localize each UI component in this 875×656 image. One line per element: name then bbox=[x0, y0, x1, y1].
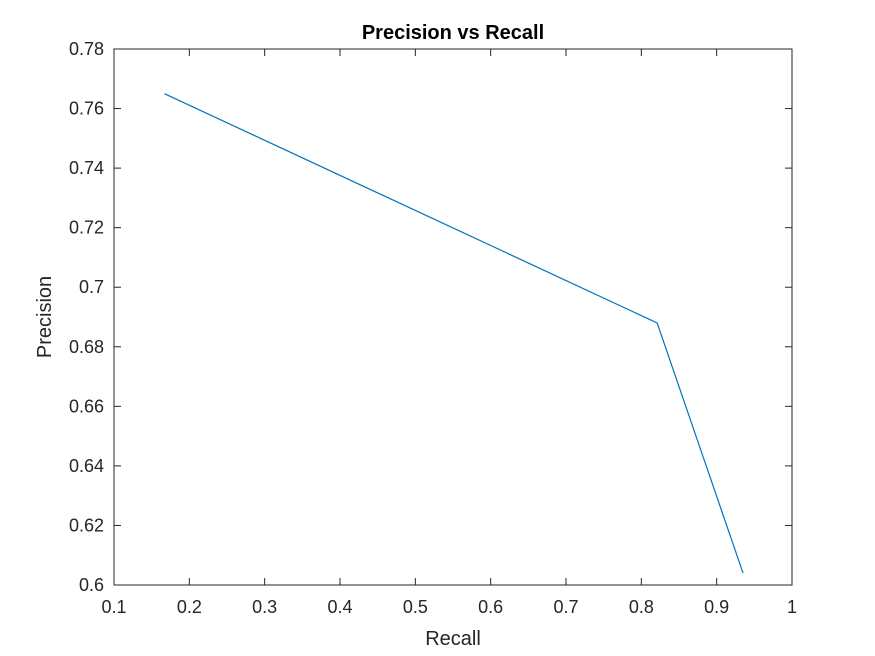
chart-title: Precision vs Recall bbox=[362, 22, 544, 44]
y-axis-label: Precision bbox=[34, 276, 56, 358]
series-line bbox=[164, 93, 744, 574]
y-tick-label: 0.6 bbox=[79, 575, 104, 595]
x-tick-label: 0.7 bbox=[553, 597, 578, 617]
y-tick-label: 0.64 bbox=[69, 456, 104, 476]
y-tick-label: 0.66 bbox=[69, 396, 104, 416]
y-tick-label: 0.76 bbox=[69, 99, 104, 119]
x-tick-label: 1 bbox=[787, 597, 797, 617]
x-axis-label: Recall bbox=[425, 628, 481, 650]
x-tick-label: 0.2 bbox=[177, 597, 202, 617]
x-tick-label: 0.4 bbox=[327, 597, 352, 617]
x-tick-label: 0.6 bbox=[478, 597, 503, 617]
tick-marks bbox=[113, 48, 793, 586]
y-tick-labels: 0.6 0.62 0.64 0.66 0.68 0.7 0.72 0.74 0.76 0.78 bbox=[69, 39, 104, 595]
y-tick-label: 0.68 bbox=[69, 337, 104, 357]
y-tick-label: 0.74 bbox=[69, 158, 104, 178]
x-tick-label: 0.9 bbox=[704, 597, 729, 617]
x-tick-labels: 0.1 0.2 0.3 0.4 0.5 0.6 0.7 0.8 0.9 1 bbox=[101, 597, 797, 617]
series-group bbox=[164, 93, 744, 574]
x-tick-label: 0.5 bbox=[403, 597, 428, 617]
x-tick-label: 0.1 bbox=[101, 597, 126, 617]
y-tick-label: 0.78 bbox=[69, 39, 104, 59]
y-tick-label: 0.7 bbox=[79, 277, 104, 297]
y-tick-label: 0.62 bbox=[69, 515, 104, 535]
x-tick-label: 0.8 bbox=[629, 597, 654, 617]
plot-area bbox=[113, 48, 793, 586]
x-tick-label: 0.3 bbox=[252, 597, 277, 617]
y-tick-label: 0.72 bbox=[69, 218, 104, 238]
